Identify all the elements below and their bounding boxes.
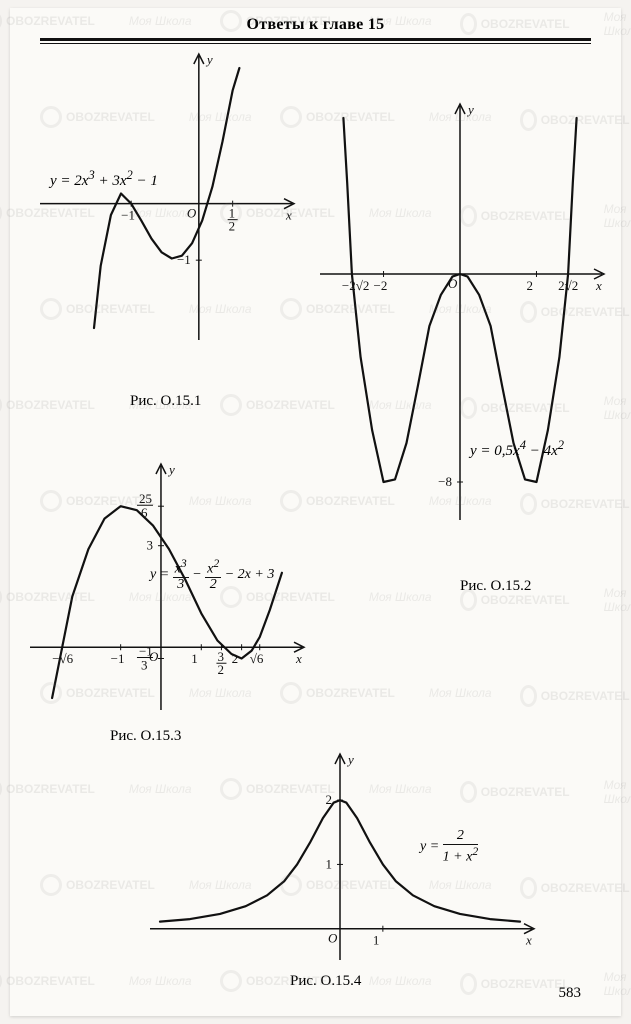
svg-text:3: 3 xyxy=(146,538,153,553)
svg-text:−1: −1 xyxy=(139,644,153,659)
svg-text:−2: −2 xyxy=(374,278,388,293)
svg-text:1: 1 xyxy=(191,651,198,666)
page: Ответы к главе 15 x y O −1 1 2 −1 y = 2x3 + 3x… xyxy=(10,8,621,1016)
chart-1-caption: Рис. O.15.1 xyxy=(130,393,201,410)
svg-text:y: y xyxy=(466,102,474,117)
svg-text:−1: −1 xyxy=(121,208,135,223)
svg-text:2: 2 xyxy=(217,662,224,677)
svg-text:O: O xyxy=(187,206,197,221)
svg-text:3: 3 xyxy=(141,658,148,673)
chart-4-formula: y = 2 1 + x2 xyxy=(420,828,478,866)
chart-4: xyO112 xyxy=(140,748,540,968)
chart-2-caption: Рис. O.15.2 xyxy=(460,578,531,595)
chart-2-formula: y = 0,5x4 − 4x2 xyxy=(470,438,564,460)
chart-1-formula: y = 2x3 + 3x2 − 1 xyxy=(50,168,158,190)
svg-text:2: 2 xyxy=(526,278,533,293)
chart-3-formula: y = x3 3 − x2 2 − 2x + 3 xyxy=(150,558,274,592)
svg-text:1: 1 xyxy=(326,856,333,871)
svg-text:√6: √6 xyxy=(250,651,264,666)
svg-text:−2√2: −2√2 xyxy=(342,278,369,293)
page-title: Ответы к главе 15 xyxy=(10,8,621,34)
svg-text:−√6: −√6 xyxy=(52,651,73,666)
svg-text:1: 1 xyxy=(373,933,380,948)
svg-text:y: y xyxy=(167,462,175,477)
svg-text:−1: −1 xyxy=(111,651,125,666)
svg-text:−8: −8 xyxy=(438,474,452,489)
chart-2: xyO−2√2−222√2−8 xyxy=(310,98,610,528)
svg-text:x: x xyxy=(525,933,532,948)
svg-text:O: O xyxy=(328,931,338,946)
chart-4-caption: Рис. O.15.4 xyxy=(290,973,361,990)
svg-text:y: y xyxy=(346,752,354,767)
page-number: 583 xyxy=(559,985,582,1002)
header-rule xyxy=(40,38,591,41)
header-rule-thin xyxy=(40,43,591,44)
chart-3-caption: Рис. O.15.3 xyxy=(110,728,181,745)
svg-text:x: x xyxy=(295,651,302,666)
svg-text:x: x xyxy=(285,208,292,223)
chart-1: xyO−112−1 xyxy=(30,48,300,348)
svg-text:y: y xyxy=(205,52,213,67)
svg-text:25: 25 xyxy=(139,491,152,506)
svg-text:x: x xyxy=(595,278,602,293)
svg-text:2: 2 xyxy=(229,219,236,234)
svg-text:O: O xyxy=(448,276,458,291)
